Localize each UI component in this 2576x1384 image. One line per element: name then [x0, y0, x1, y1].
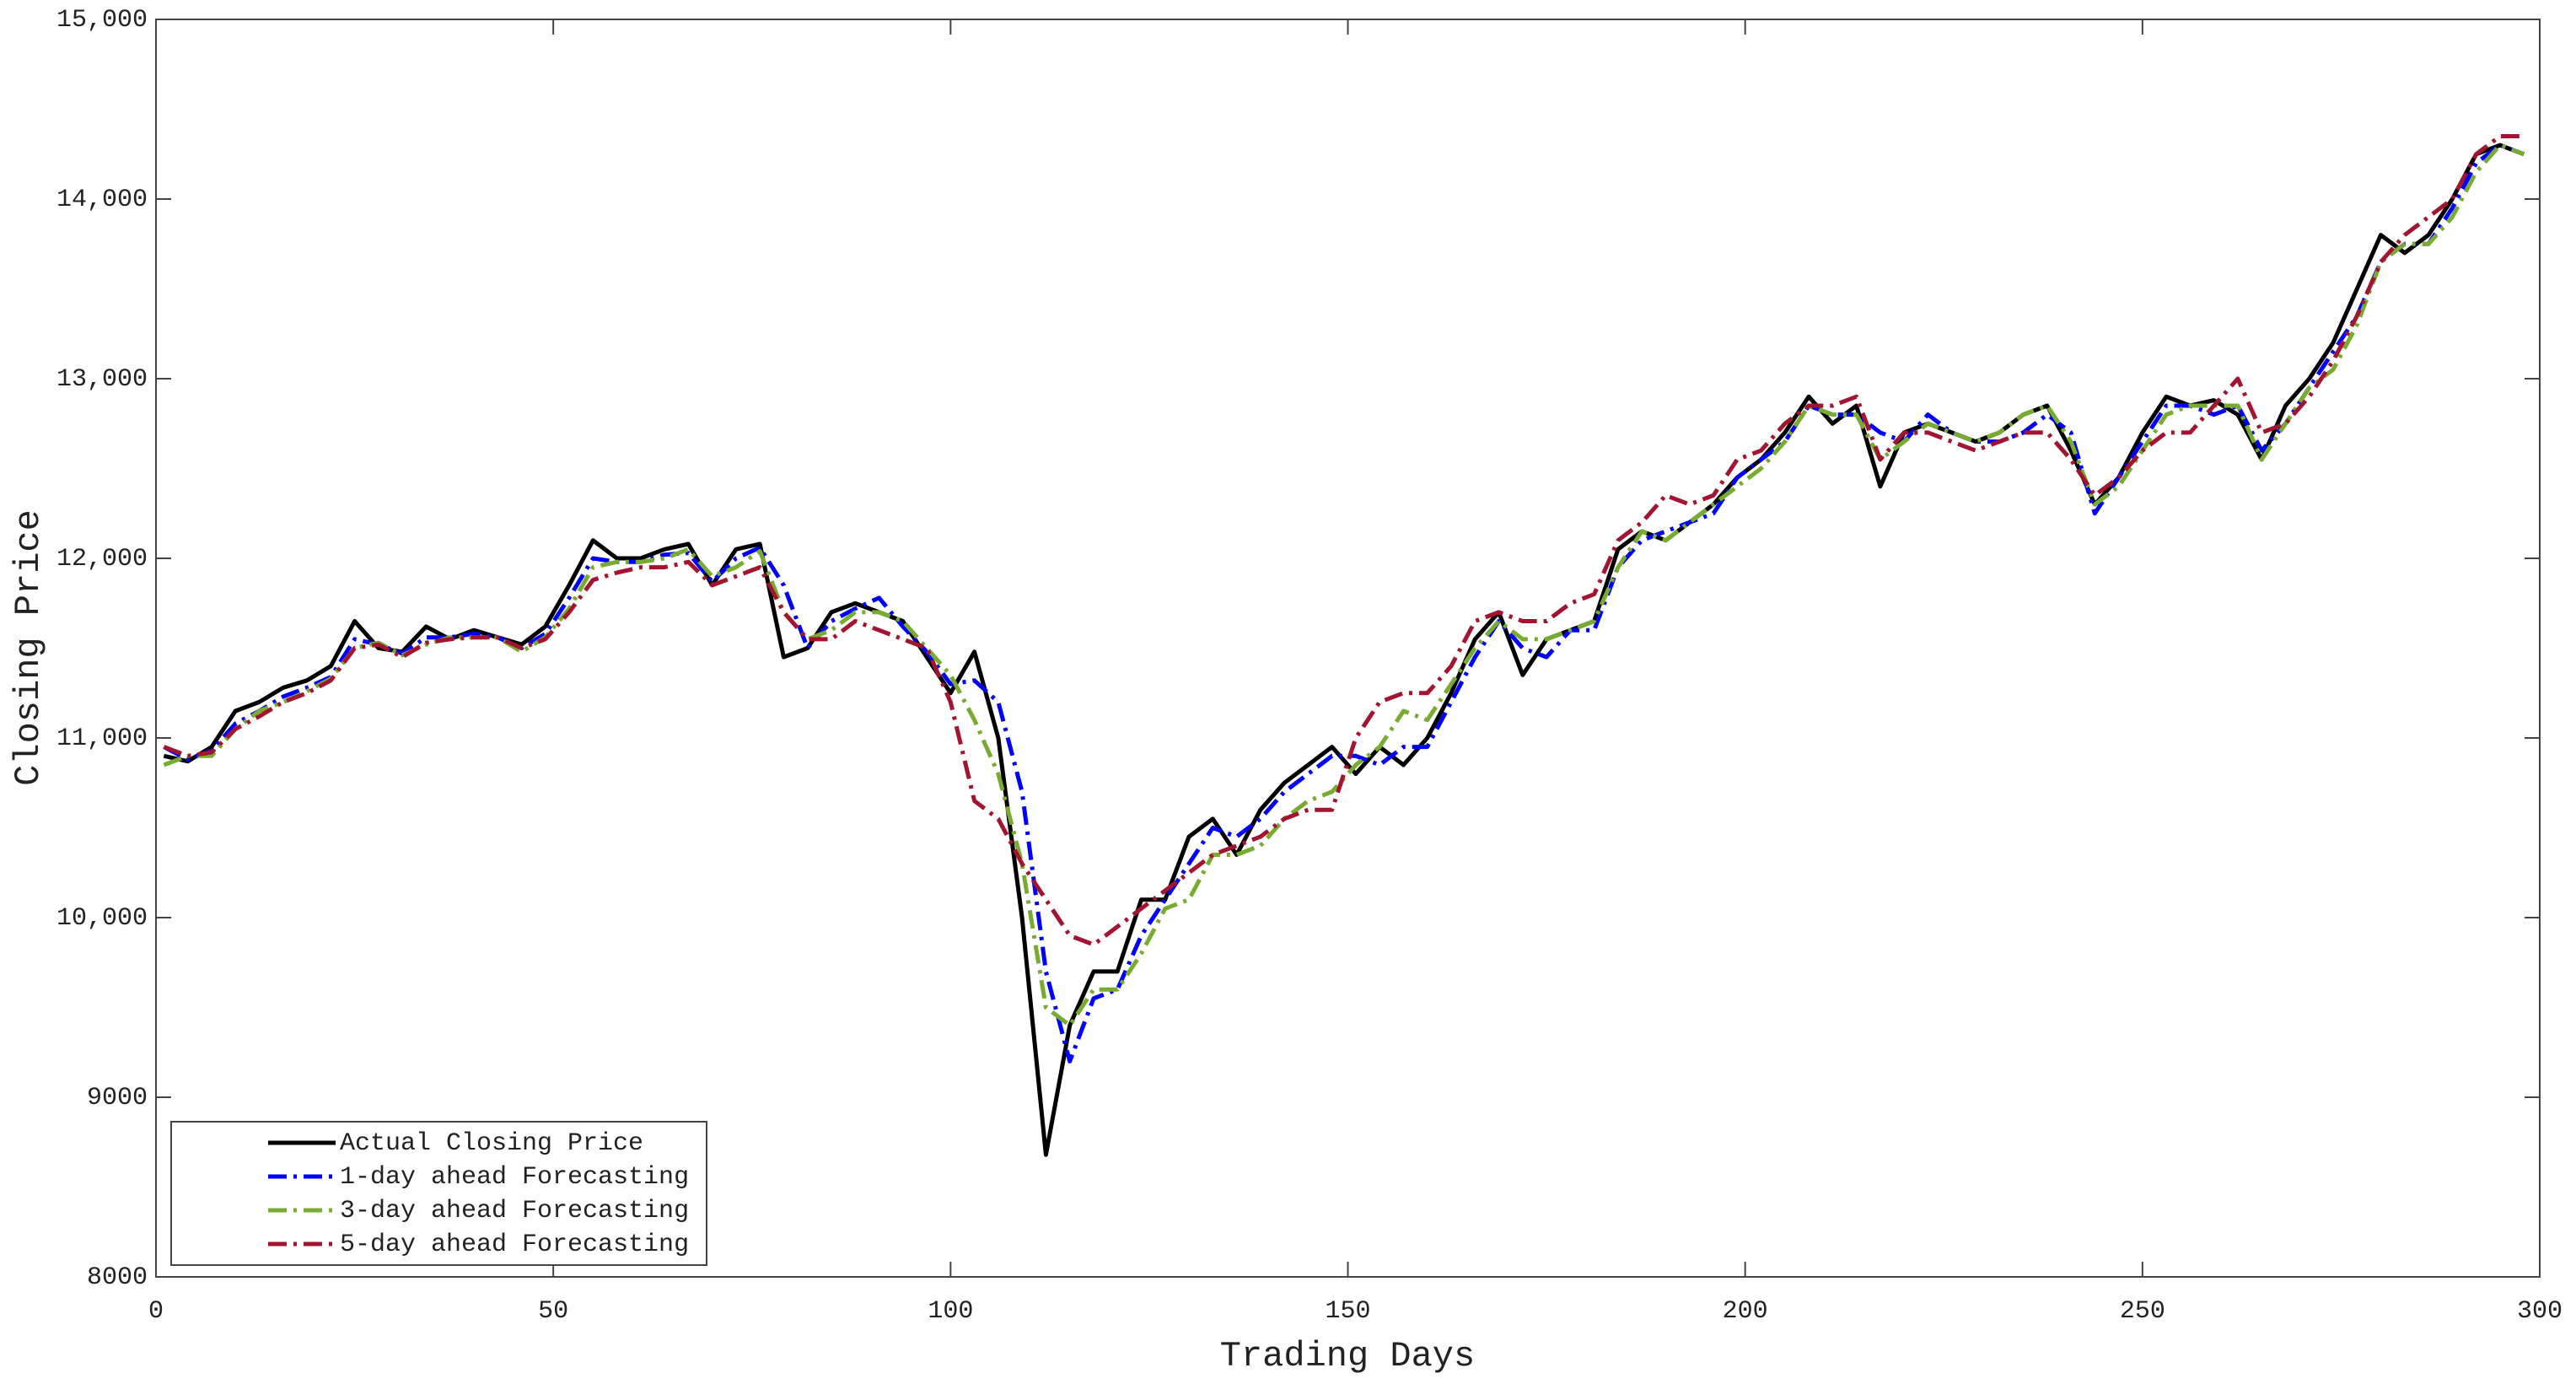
x-tick-label: 200: [1723, 1297, 1768, 1326]
y-tick-label: 14,000: [56, 186, 148, 214]
legend: Actual Closing Price 1-day ahead Forecast…: [170, 1121, 707, 1266]
series-line: [163, 134, 2525, 947]
y-tick-label: 9000: [87, 1084, 148, 1112]
series-line: [163, 143, 2525, 1064]
y-tick-label: 11,000: [56, 724, 148, 753]
x-tick-label: 150: [1325, 1297, 1370, 1326]
x-tick-label: 100: [928, 1297, 973, 1326]
y-tick-label: 12,000: [56, 545, 148, 574]
plot-frame: [155, 19, 2541, 1278]
x-tick-label: 250: [2120, 1297, 2165, 1326]
y-tick-label: 10,000: [56, 904, 148, 933]
y-tick-label: 15,000: [56, 6, 148, 35]
x-tick-label: 0: [148, 1297, 164, 1326]
legend-label: 3-day ahead Forecasting: [340, 1197, 689, 1225]
legend-label: 1-day ahead Forecasting: [340, 1163, 689, 1192]
x-axis-label: Trading Days: [1220, 1336, 1475, 1376]
legend-box: [170, 1121, 707, 1266]
y-axis-label: Closing Price: [8, 509, 49, 786]
y-tick-label: 13,000: [56, 365, 148, 394]
x-tick-label: 300: [2517, 1297, 2563, 1326]
legend-label: 5-day ahead Forecasting: [340, 1231, 689, 1259]
y-tick-label: 8000: [87, 1263, 148, 1292]
x-tick-label: 50: [538, 1297, 568, 1326]
series-line: [163, 143, 2525, 1157]
legend-label: Actual Closing Price: [340, 1129, 643, 1158]
